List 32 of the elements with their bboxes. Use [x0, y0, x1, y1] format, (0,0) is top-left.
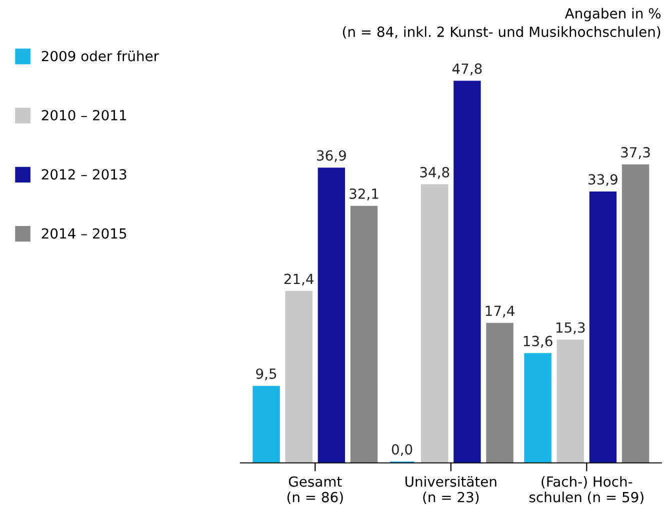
bar [350, 206, 378, 463]
bar [556, 340, 584, 463]
bar [454, 80, 481, 463]
data-label: 17,4 [486, 306, 514, 318]
bar [622, 164, 650, 463]
x-tick-label: Gesamt (n = 86) [287, 476, 343, 504]
bar [252, 386, 280, 463]
legend-label: 2014 – 2015 [42, 228, 126, 239]
chart-title: Angaben in % [564, 8, 661, 22]
bar [285, 291, 312, 463]
data-label: 47,8 [452, 63, 482, 76]
legend-label: 2010 – 2011 [42, 110, 126, 120]
bar [318, 168, 346, 463]
data-label: 37,3 [621, 147, 650, 159]
x-tick-label: Universitäten (n = 23) [406, 476, 496, 504]
bar [524, 353, 552, 463]
legend-label: 2012 – 2013 [42, 169, 126, 180]
chart-subtitle: (n = 84, inkl. 2 Kunst- und Musikhochschulen) [342, 26, 660, 39]
data-label: 0,0 [392, 444, 412, 456]
data-label: 34,8 [420, 166, 450, 179]
bar [486, 322, 514, 463]
x-tick-label: (Fach-) Hoch- schulen (n = 59) [529, 476, 644, 504]
data-label: 13,6 [524, 336, 552, 348]
data-label: 36,9 [317, 150, 346, 162]
legend-label: 2009 oder früher [42, 50, 160, 62]
bar [421, 184, 448, 463]
data-label: 21,4 [284, 274, 314, 286]
data-label: 33,9 [588, 174, 618, 186]
data-label: 9,5 [256, 368, 276, 380]
bar [589, 191, 617, 463]
data-label: 15,3 [556, 322, 585, 334]
data-label: 32,1 [350, 188, 378, 200]
